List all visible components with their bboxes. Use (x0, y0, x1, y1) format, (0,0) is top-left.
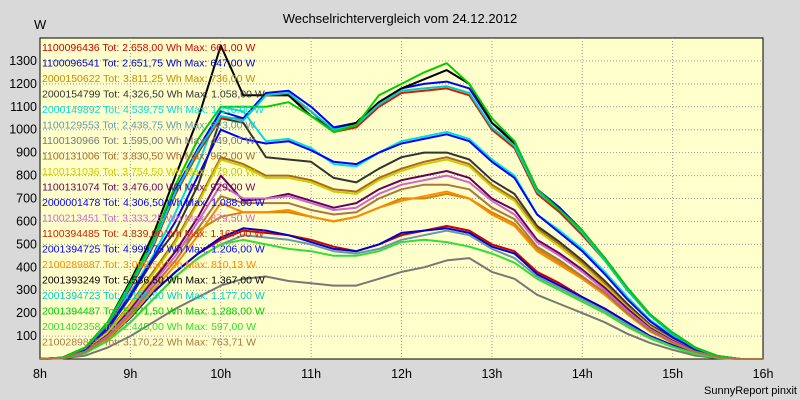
y-tick-label: 600 (16, 214, 37, 228)
y-tick-label: 500 (16, 237, 37, 251)
x-axis-ticks: 8h 9h 10h 11h 12h 13h 14h 15h 16h (33, 367, 773, 381)
legend-entry: 2001394487 Tot: 5.371,50 Wh Max: 1.288,0… (42, 306, 265, 318)
legend-entry: 1100096436 Tot: 2.658,00 Wh Max: 661,00 … (42, 42, 255, 54)
legend-entry: 2100289887 Tot: 3.008,50 Wh Max: 810,13 … (42, 259, 256, 271)
series-line (39, 170, 763, 360)
series-line (39, 105, 763, 360)
x-tick-label: 14h (572, 367, 593, 381)
x-tick-label: 13h (481, 367, 502, 381)
series-line (39, 183, 763, 360)
legend-entry: 1100129553 Tot: 2.438,75 Wh Max: 623,00 … (42, 120, 255, 132)
y-tick-label: 900 (16, 146, 37, 160)
y-tick-label: 400 (16, 260, 37, 274)
x-tick-label: 8h (33, 367, 47, 381)
series-line (39, 227, 763, 360)
y-tick-label: 800 (16, 169, 37, 183)
legend-entry: 2000154799 Tot: 4.326,50 Wh Max: 1.058,0… (42, 89, 265, 101)
legend-entry: 1100131036 Tot: 3.754,50 Wh Max: 979,00 … (42, 166, 255, 178)
legend-entry: 2001394725 Tot: 4.999,75 Wh Max: 1.206,0… (42, 244, 265, 256)
y-tick-label: 1200 (9, 77, 37, 91)
legend-entry: 1100096541 Tot: 2.651,75 Wh Max: 647,00 … (42, 58, 255, 70)
series-line (39, 238, 763, 360)
legend-entry: 2001402358 Tot: 2.445,00 Wh Max: 597,00 … (42, 321, 256, 333)
y-axis-label: W (34, 17, 47, 32)
x-tick-label: 11h (301, 367, 321, 381)
legend-entry: 1100131006 Tot: 3.830,50 Wh Max: 962,00 … (42, 151, 255, 163)
y-tick-label: 200 (16, 306, 37, 320)
y-tick-label: 1000 (9, 123, 37, 137)
footer-credit: SunnyReport pinxit (704, 385, 797, 397)
chart-title: Wechselrichtervergleich vom 24.12.2012 (283, 11, 518, 26)
y-tick-label: 1100 (10, 100, 37, 114)
y-tick-label: 300 (16, 283, 37, 297)
x-tick-label: 16h (753, 367, 774, 381)
series-line (39, 62, 763, 360)
y-tick-label: 100 (16, 329, 37, 343)
legend-entry: 1100130966 Tot: 1.595,00 Wh Max: 449,00 … (42, 135, 255, 147)
x-tick-label: 15h (662, 367, 683, 381)
legend-entry: 1100131074 Tot: 3.476,00 Wh Max: 929,00 … (42, 182, 255, 194)
series-line (39, 128, 763, 360)
legend: 1100096436 Tot: 2.658,00 Wh Max: 661,00 … (42, 42, 265, 349)
series-line (39, 174, 763, 360)
x-tick-label: 10h (210, 367, 231, 381)
series-lines (39, 44, 763, 360)
legend-entry: 1100394485 Tot: 4.839,00 Wh Max: 1.167,0… (42, 228, 264, 240)
legend-entry: 2000001478 Tot: 4.306,50 Wh Max: 1.088,0… (42, 197, 265, 209)
x-tick-label: 12h (391, 367, 412, 381)
legend-entry: 2100289839 Tot: 3.170,22 Wh Max: 763,71 … (42, 337, 256, 349)
y-axis-ticks: 100 200 300 400 500 600 700 800 900 1000 1100 1200 1… (9, 54, 37, 343)
series-line (39, 257, 763, 360)
y-tick-label: 700 (16, 192, 37, 206)
series-line (39, 117, 763, 360)
legend-entry: 2000149892 Tot: 4.539,75 Wh Max: 1.116,0… (42, 104, 264, 116)
legend-entry: 2001393249 Tot: 5.536,50 Wh Max: 1.367,0… (42, 275, 265, 287)
x-tick-label: 9h (123, 367, 137, 381)
y-tick-label: 1300 (9, 54, 37, 68)
legend-entry: 1100213451 Tot: 3.333,25 Wh Max: 879,50 … (42, 213, 255, 225)
legend-entry: 2001394723 Tot: 5.155,50 Wh Max: 1.177,0… (42, 290, 265, 302)
legend-entry: 2000150622 Tot: 3.811,25 Wh Max: 736,00 … (42, 73, 255, 85)
